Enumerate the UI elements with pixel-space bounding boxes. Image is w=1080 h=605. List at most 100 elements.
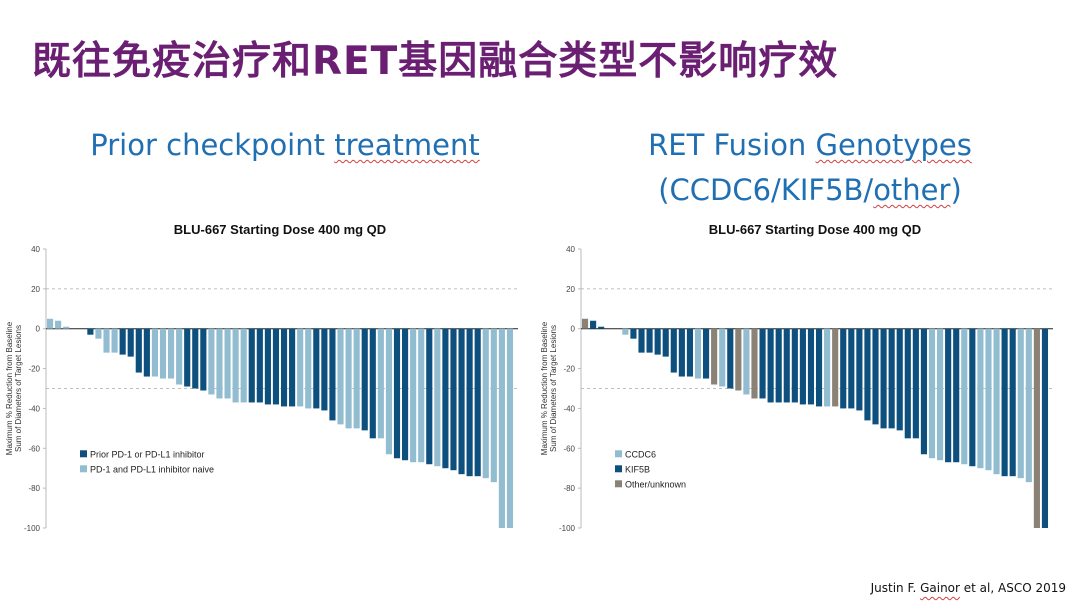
y-axis-label: Maximum % Reduction from Baseline — [540, 321, 549, 455]
bar — [216, 328, 223, 399]
bar — [361, 328, 368, 431]
bar — [1009, 328, 1016, 477]
bar — [815, 328, 823, 407]
bar — [127, 328, 134, 357]
legend-swatch — [80, 465, 87, 473]
bar — [313, 328, 320, 409]
bar — [482, 328, 489, 479]
bar — [880, 328, 887, 429]
bar — [945, 328, 952, 463]
bar — [993, 328, 1000, 475]
slide-title: 既往免疫治疗和RET基因融合类型不影响疗效 — [32, 39, 839, 84]
right-panel-subheading: (CCDC6/KIF5B/other) — [560, 173, 1060, 207]
chart-title: BLU-667 Starting Dose 400 mg QD — [174, 222, 386, 237]
bar — [377, 328, 384, 439]
bar — [743, 328, 750, 395]
bar — [111, 328, 118, 353]
citation: Justin F. Gainor et al, ASCO 2019 — [871, 581, 1066, 595]
bar — [176, 328, 183, 385]
bar — [410, 328, 417, 463]
bar — [775, 328, 782, 403]
chart-title: BLU-667 Starting Dose 400 mg QD — [709, 222, 921, 237]
bar — [703, 328, 710, 379]
bar — [928, 328, 936, 459]
bar — [751, 328, 758, 399]
y-axis-label: Sum of Diameters of Target Lesions — [549, 325, 558, 452]
bar — [418, 328, 425, 463]
bar — [767, 328, 774, 403]
y-tick-label: 0 — [571, 325, 576, 334]
bar — [184, 328, 191, 387]
subheading-part: (CCDC6/KIF5B/ — [658, 173, 874, 207]
bar — [506, 328, 514, 528]
bar — [63, 326, 70, 329]
bar — [856, 328, 863, 411]
heading-word: checkpoint — [166, 128, 325, 162]
bar — [369, 328, 376, 439]
bar — [232, 328, 239, 403]
bar — [224, 328, 231, 399]
left-panel-heading: Prior checkpoint treatment — [20, 128, 550, 162]
y-tick-label: 40 — [31, 245, 40, 254]
bar — [598, 326, 605, 329]
bar — [1033, 328, 1040, 528]
y-tick-label: -80 — [28, 484, 40, 493]
bar — [87, 328, 94, 335]
bar — [638, 328, 645, 353]
bar — [791, 328, 798, 403]
bar — [977, 328, 984, 469]
bar — [799, 328, 806, 405]
bar — [143, 328, 150, 377]
bar — [807, 328, 815, 405]
y-tick-label: -60 — [28, 444, 40, 453]
bar — [55, 320, 62, 329]
bar — [450, 328, 457, 471]
bar — [646, 328, 653, 353]
y-tick-label: -20 — [28, 365, 40, 374]
bar — [337, 328, 344, 425]
bar — [426, 328, 433, 465]
bar — [872, 328, 879, 425]
bar — [961, 328, 968, 465]
bar — [192, 328, 199, 389]
heading-word: treatment — [334, 128, 480, 162]
bar — [662, 328, 669, 357]
bar — [280, 328, 288, 407]
legend-label: CCDC6 — [625, 449, 656, 459]
citation-part: Gainor — [920, 581, 960, 595]
bar — [848, 328, 855, 409]
heading-word: Prior — [90, 128, 157, 162]
bar — [783, 328, 790, 403]
bar — [385, 328, 392, 455]
bar — [719, 328, 726, 387]
bar — [159, 328, 167, 379]
bar — [272, 328, 280, 405]
bar — [694, 328, 702, 379]
y-tick-label: 20 — [566, 285, 575, 294]
bar — [727, 328, 734, 389]
y-tick-label: -100 — [24, 524, 41, 533]
y-tick-label: 0 — [36, 325, 41, 334]
bar — [904, 328, 911, 439]
y-tick-label: 20 — [31, 285, 40, 294]
bar — [1001, 328, 1008, 477]
bar — [289, 328, 296, 407]
bar — [442, 328, 449, 469]
bar — [581, 318, 589, 329]
bar — [393, 328, 401, 459]
bar — [937, 328, 944, 461]
bar — [912, 328, 919, 439]
bar — [969, 328, 976, 467]
bar — [103, 328, 110, 353]
bar — [264, 328, 271, 405]
bar — [240, 328, 247, 403]
bar — [686, 328, 693, 377]
bar — [297, 328, 304, 407]
legend-swatch — [615, 465, 622, 473]
bar — [329, 328, 336, 421]
bar — [1025, 328, 1032, 483]
heading-word: Genotypes — [815, 128, 972, 162]
bar — [759, 328, 766, 399]
bar — [1041, 328, 1049, 528]
bar — [151, 328, 158, 377]
